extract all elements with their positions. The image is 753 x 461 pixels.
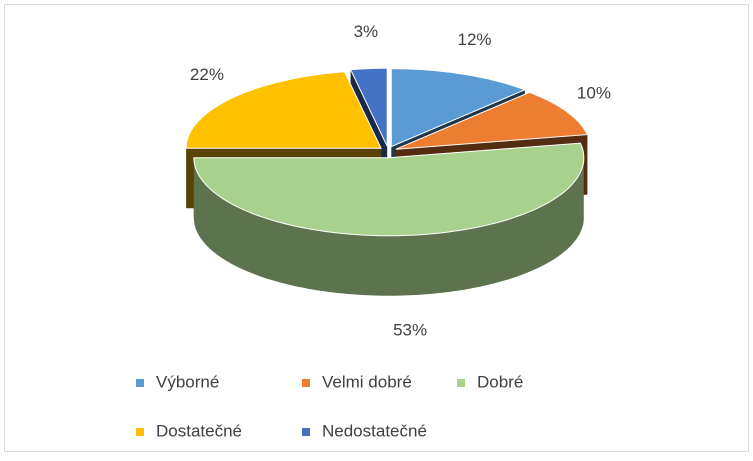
legend-label: Nedostatečné bbox=[322, 421, 427, 440]
legend-marker bbox=[302, 428, 310, 436]
legend-label: Velmi dobré bbox=[322, 372, 412, 391]
legend-label: Dobré bbox=[477, 372, 523, 391]
legend-marker bbox=[302, 379, 310, 387]
legend-label: Výborné bbox=[156, 372, 219, 391]
slice bbox=[185, 71, 382, 149]
legend-marker bbox=[136, 428, 144, 436]
data-label: 22% bbox=[190, 65, 224, 84]
slice bbox=[395, 91, 589, 150]
legend-label: Dostatečné bbox=[156, 421, 242, 440]
slice-wall bbox=[193, 157, 584, 296]
legend-marker bbox=[457, 379, 465, 387]
data-label: 53% bbox=[393, 321, 427, 340]
legend-marker bbox=[136, 379, 144, 387]
slice bbox=[193, 142, 585, 237]
slice bbox=[349, 67, 388, 147]
data-label: 12% bbox=[457, 30, 491, 49]
data-label: 3% bbox=[354, 22, 379, 41]
slice bbox=[390, 68, 527, 148]
data-label: 10% bbox=[577, 84, 611, 103]
